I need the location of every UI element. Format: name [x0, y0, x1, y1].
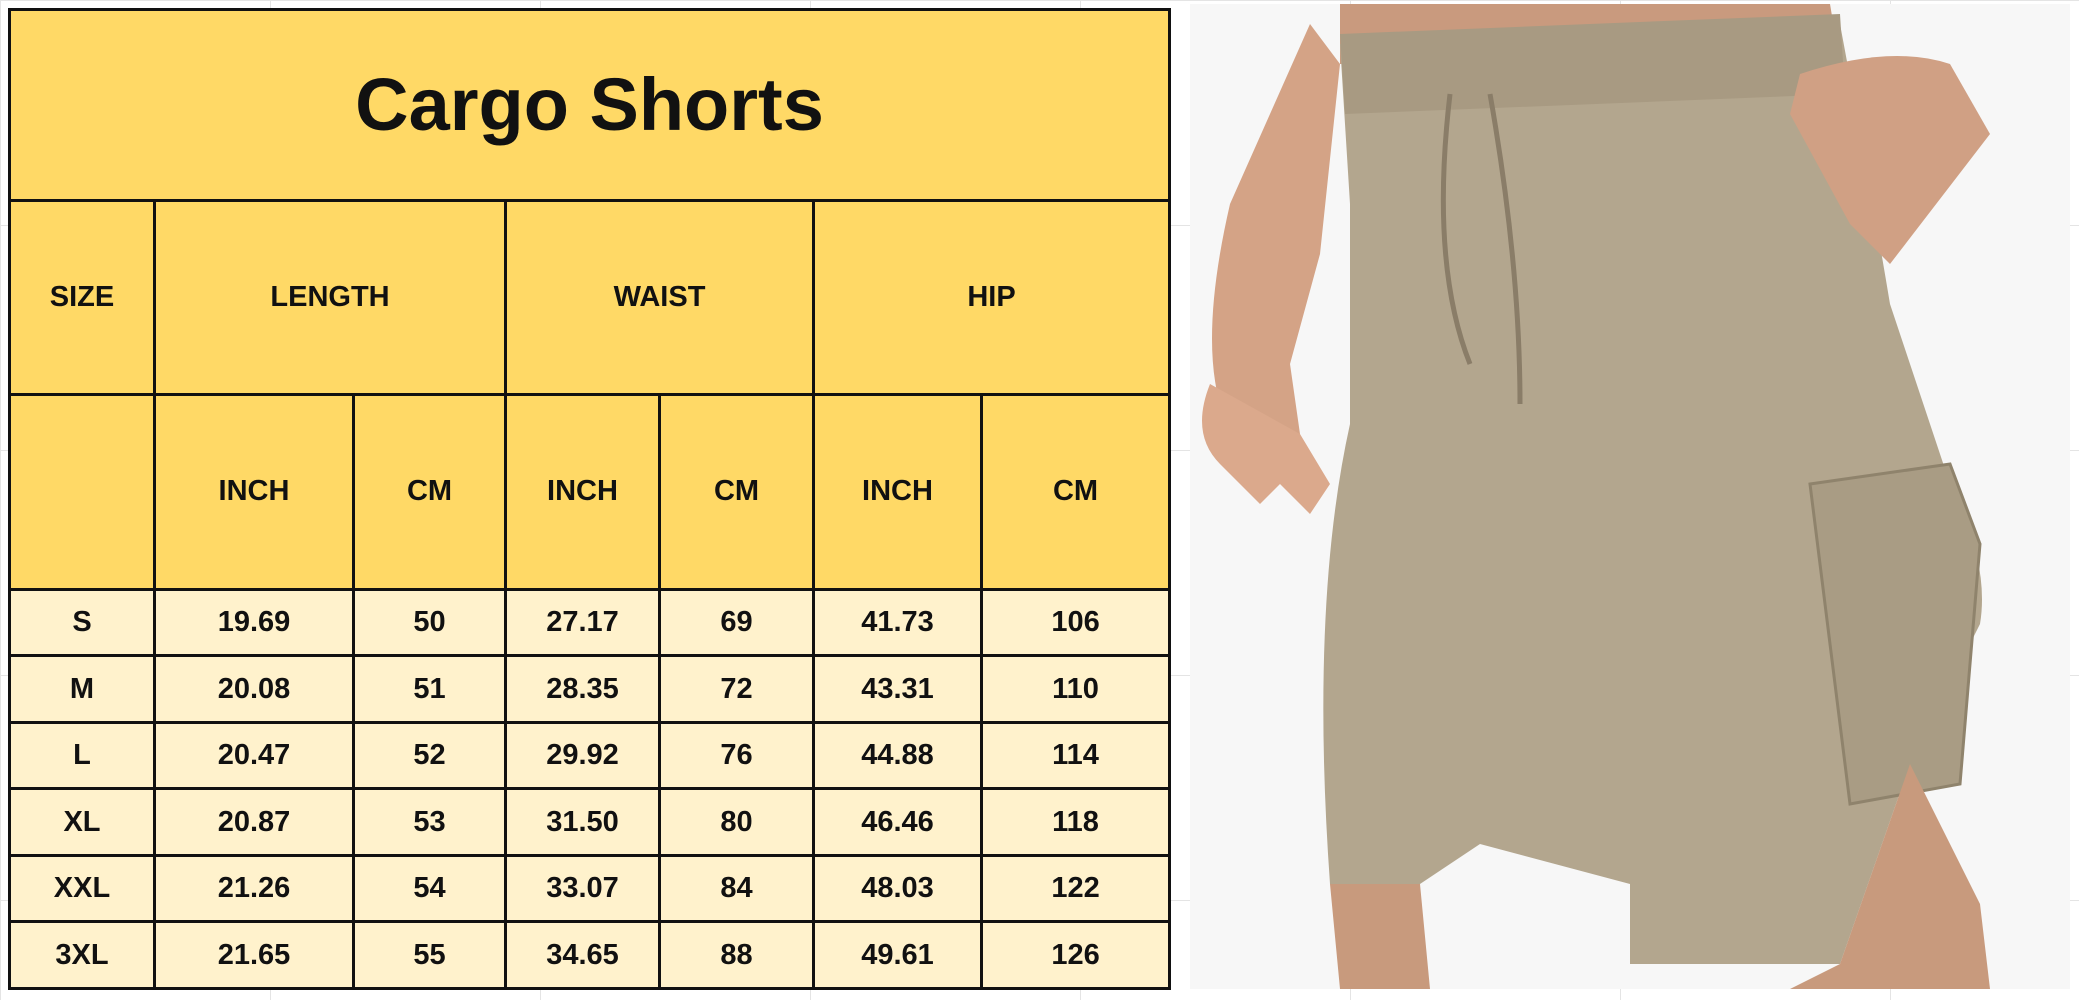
left-arm	[1212, 24, 1340, 454]
value-cell: 20.08	[153, 654, 355, 724]
value-cell: 41.73	[812, 587, 983, 658]
cargo-pocket	[1808, 462, 1982, 806]
value-cell: 118	[979, 787, 1172, 857]
value-cell: 122	[979, 853, 1172, 924]
shorts-body	[1323, 24, 1982, 964]
table-row: XL 20.87 53 31.50 80 46.46 118	[8, 787, 1172, 857]
unit-header: INCH	[153, 393, 355, 591]
size-cell: M	[8, 654, 156, 724]
chart-title: Cargo Shorts	[7, 8, 1172, 202]
value-cell: 50	[352, 587, 507, 658]
value-cell: 20.47	[153, 720, 355, 791]
value-cell: 126	[979, 920, 1172, 990]
length-header: LENGTH	[153, 198, 507, 397]
size-chart-table: Cargo Shorts SIZE LENGTH WAIST HIP INCH …	[7, 8, 1172, 990]
table-row: M 20.08 51 28.35 72 43.31 110	[8, 654, 1172, 724]
size-cell: XL	[8, 787, 156, 857]
value-cell: 19.69	[153, 587, 355, 658]
value-cell: 49.61	[812, 920, 983, 990]
unit-header: INCH	[504, 393, 661, 591]
value-cell: 80	[658, 787, 815, 857]
unit-header: CM	[979, 393, 1172, 591]
value-cell: 53	[352, 787, 507, 857]
size-cell: S	[8, 587, 156, 658]
value-cell: 84	[658, 853, 815, 924]
value-cell: 28.35	[504, 654, 661, 724]
value-cell: 52	[352, 720, 507, 791]
value-cell: 29.92	[504, 720, 661, 791]
table-row: 3XL 21.65 55 34.65 88 49.61 126	[8, 920, 1172, 990]
value-cell: 20.87	[153, 787, 355, 857]
table-row: S 19.69 50 27.17 69 41.73 106	[8, 587, 1172, 658]
waist-header: WAIST	[504, 198, 815, 397]
value-cell: 114	[979, 720, 1172, 791]
right-hand	[1790, 56, 1990, 264]
size-header: SIZE	[8, 198, 156, 397]
value-cell: 72	[658, 654, 815, 724]
value-cell: 43.31	[812, 654, 983, 724]
value-cell: 46.46	[812, 787, 983, 857]
table-row: L 20.47 52 29.92 76 44.88 114	[8, 720, 1172, 791]
value-cell: 34.65	[504, 920, 661, 990]
value-cell: 69	[658, 587, 815, 658]
value-cell: 55	[352, 920, 507, 990]
cargo-shorts-photo	[1190, 4, 2070, 989]
value-cell: 51	[352, 654, 507, 724]
legs	[1330, 764, 1990, 989]
value-cell: 76	[658, 720, 815, 791]
waistband	[1340, 14, 1845, 114]
value-cell: 27.17	[504, 587, 661, 658]
hip-header: HIP	[811, 198, 1172, 397]
unit-header: INCH	[812, 393, 983, 591]
unit-header: CM	[658, 393, 815, 591]
value-cell: 88	[658, 920, 815, 990]
unit-header: CM	[352, 393, 507, 591]
table-row: XXL 21.26 54 33.07 84 48.03 122	[8, 853, 1172, 924]
value-cell: 31.50	[504, 787, 661, 857]
size-cell: XXL	[8, 853, 156, 924]
value-cell: 106	[979, 587, 1172, 658]
value-cell: 21.65	[153, 920, 355, 990]
empty-header-cell	[8, 393, 156, 591]
size-cell: 3XL	[8, 920, 156, 990]
value-cell: 33.07	[504, 853, 661, 924]
value-cell: 54	[352, 853, 507, 924]
size-cell: L	[8, 720, 156, 791]
value-cell: 110	[979, 654, 1172, 724]
drawstring	[1440, 93, 1523, 405]
value-cell: 48.03	[812, 853, 983, 924]
value-cell: 21.26	[153, 853, 355, 924]
value-cell: 44.88	[812, 720, 983, 791]
left-hand	[1202, 384, 1330, 514]
